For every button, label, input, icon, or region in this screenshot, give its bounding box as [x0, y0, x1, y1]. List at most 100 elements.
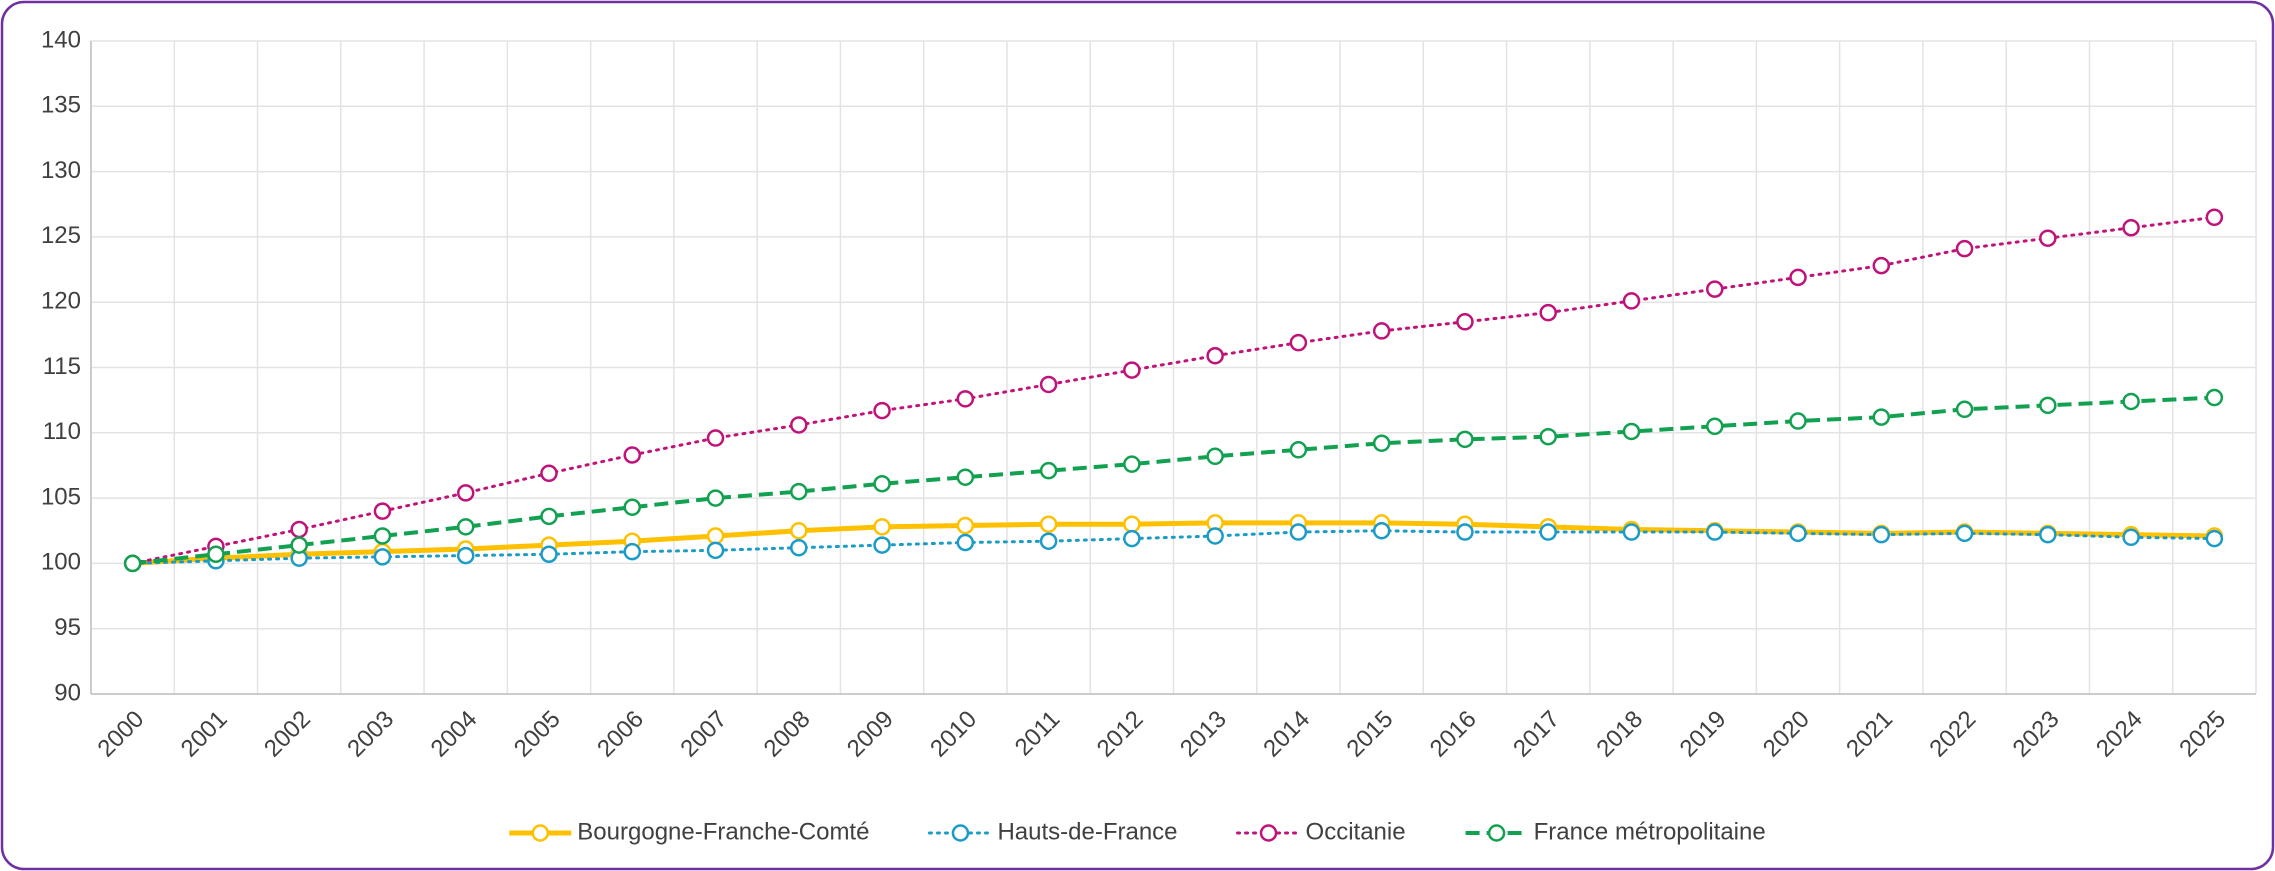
- point-marker: [1622, 292, 1641, 310]
- point-marker: [1289, 523, 1308, 541]
- point-marker: [1039, 515, 1058, 533]
- point-marker: [706, 527, 725, 545]
- y-tick-label: 135: [41, 92, 81, 119]
- point-marker: [873, 536, 891, 554]
- point-marker: [623, 446, 641, 464]
- point-marker: [956, 390, 975, 408]
- point-marker: [373, 502, 392, 520]
- y-tick-label: 125: [41, 222, 81, 249]
- y-tick-label: 105: [41, 483, 81, 510]
- legend-marker: [951, 824, 970, 842]
- point-marker: [706, 541, 725, 560]
- series-line: [131, 215, 2216, 565]
- point-marker: [1622, 523, 1641, 541]
- point-marker: [1539, 427, 1557, 446]
- point-marker: [1955, 524, 1974, 543]
- point-marker: [1206, 447, 1224, 466]
- point-marker: [1206, 527, 1224, 545]
- legend-label: Bourgogne-Franche-Comté: [577, 818, 869, 845]
- point-marker: [1955, 400, 1974, 419]
- point-marker: [1706, 417, 1724, 436]
- point-marker: [1123, 529, 1141, 548]
- point-marker: [1872, 256, 1891, 275]
- point-marker: [373, 527, 392, 545]
- point-marker: [2039, 525, 2057, 544]
- point-marker: [373, 548, 392, 566]
- point-marker: [1706, 280, 1724, 298]
- point-marker: [2122, 528, 2140, 547]
- point-marker: [2039, 229, 2057, 247]
- point-marker: [956, 533, 975, 552]
- series-line: [132, 395, 2215, 566]
- point-marker: [540, 507, 558, 526]
- series-line: [131, 529, 2216, 565]
- point-marker: [623, 542, 641, 561]
- y-tick-label: 130: [41, 157, 81, 184]
- point-marker: [456, 546, 475, 565]
- point-marker: [1289, 441, 1308, 459]
- point-marker: [290, 520, 308, 539]
- y-tick-label: 90: [54, 679, 81, 706]
- point-marker: [1372, 322, 1391, 340]
- point-marker: [1789, 268, 1807, 287]
- point-marker: [956, 468, 975, 486]
- point-marker: [1872, 525, 1891, 544]
- point-marker: [2205, 388, 2224, 407]
- y-tick-label: 110: [43, 418, 81, 445]
- point-marker: [1206, 346, 1224, 365]
- y-tick-label: 140: [41, 26, 81, 53]
- legend-marker: [1487, 824, 1506, 842]
- point-marker: [790, 538, 808, 557]
- point-marker: [207, 545, 225, 564]
- legend-label: Hauts-de-France: [997, 818, 1177, 845]
- point-marker: [873, 401, 891, 420]
- point-marker: [1872, 408, 1891, 426]
- point-marker: [790, 416, 808, 434]
- point-marker: [2039, 396, 2057, 415]
- point-marker: [2122, 219, 2140, 237]
- point-marker: [1456, 523, 1474, 541]
- point-marker: [2205, 529, 2224, 548]
- point-marker: [1123, 515, 1141, 533]
- point-marker: [956, 516, 975, 535]
- point-marker: [706, 489, 725, 507]
- y-tick-label: 115: [43, 353, 81, 380]
- point-marker: [1539, 303, 1557, 322]
- point-marker: [290, 536, 308, 554]
- point-marker: [456, 518, 475, 536]
- point-marker: [873, 518, 891, 536]
- point-marker: [1456, 313, 1474, 331]
- point-marker: [2205, 208, 2224, 227]
- point-marker: [123, 554, 142, 573]
- point-marker: [1789, 524, 1807, 543]
- point-marker: [623, 498, 641, 516]
- point-marker: [1372, 522, 1391, 540]
- point-marker: [1039, 375, 1058, 394]
- point-marker: [1955, 239, 1974, 258]
- point-marker: [1123, 455, 1141, 473]
- point-marker: [706, 429, 725, 447]
- legend: Bourgogne-Franche-Comté Hauts-de-France Oc…: [509, 818, 1766, 845]
- y-tick-label: 95: [54, 614, 81, 641]
- point-marker: [790, 482, 808, 501]
- point-marker: [1039, 461, 1058, 480]
- point-marker: [1039, 532, 1058, 550]
- point-marker: [540, 545, 558, 564]
- point-marker: [1372, 434, 1391, 452]
- point-marker: [790, 522, 808, 540]
- point-marker: [1539, 523, 1557, 541]
- point-marker: [1789, 412, 1807, 430]
- point-marker: [540, 464, 558, 483]
- point-marker: [873, 474, 891, 493]
- legend-marker: [531, 824, 550, 842]
- legend-label: Occitanie: [1306, 818, 1406, 845]
- point-marker: [456, 484, 475, 502]
- point-marker: [1289, 333, 1308, 352]
- point-marker: [1456, 430, 1474, 449]
- y-tick-label: 120: [41, 288, 81, 315]
- point-marker: [1123, 361, 1141, 379]
- legend-marker: [1259, 824, 1278, 842]
- legend-label: France métropolitaine: [1534, 818, 1766, 845]
- point-marker: [1706, 523, 1724, 541]
